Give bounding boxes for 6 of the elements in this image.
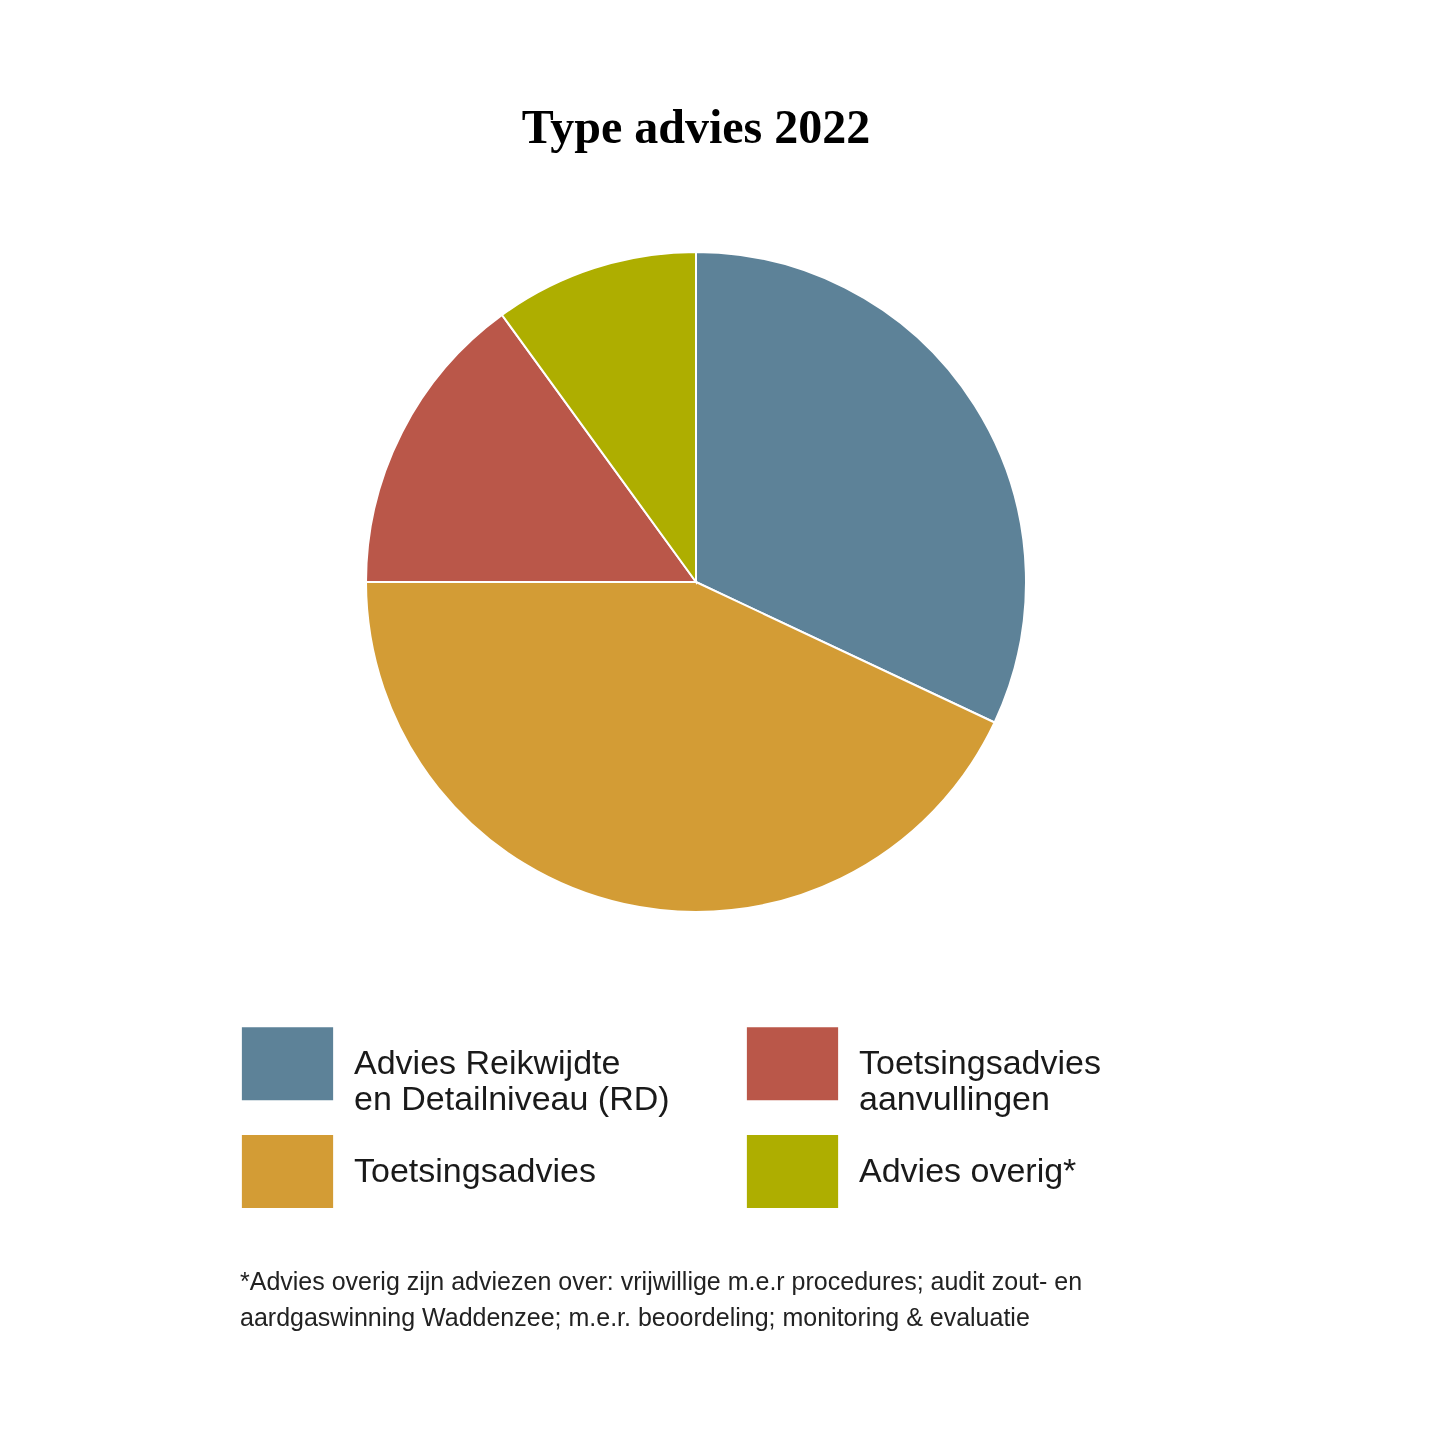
text: *Advies overig zijn adviezen over: vrijwillige m.e.r procedures; audit zout- en aardgaswinning Waddenzee; m.e.r. beoordeling; monitoring & evaluatie bbox=[240, 1267, 1083, 1331]
chart-title: Type advies 2022 bbox=[521, 100, 871, 153]
legend-label: Advies Reikwijdte en Detailniveau (RD) bbox=[354, 1042, 670, 1117]
legend-label: Toetsingsadvies bbox=[354, 1150, 596, 1189]
legend-label: Toetsingsadvies aanvullingen bbox=[859, 1042, 1101, 1117]
legend-label: Advies overig* bbox=[859, 1150, 1077, 1189]
